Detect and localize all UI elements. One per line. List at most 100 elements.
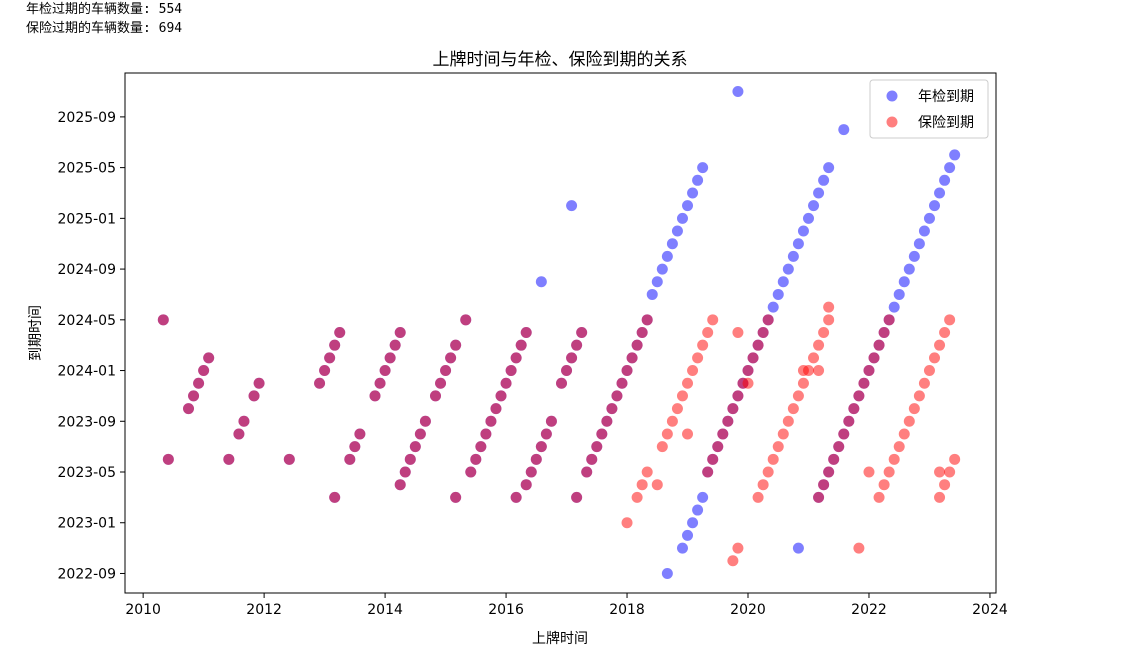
data-point [782,415,794,427]
data-point [480,428,492,440]
data-point [903,415,915,427]
data-point [676,212,688,224]
data-point [460,314,472,326]
data-point [641,314,653,326]
data-point [752,339,764,351]
data-point [631,491,643,503]
data-point [556,377,568,389]
data-point [808,352,820,364]
data-point [767,301,779,313]
data-point [682,428,694,440]
data-point [253,377,265,389]
legend-marker-insurance [886,116,898,128]
data-point [939,479,951,491]
data-point [848,403,860,415]
data-point [495,390,507,402]
data-point [419,415,431,427]
y-axis: 2022-09 2023-01 2023-05 2023-09 2024-01 2024-… [58,110,125,582]
data-point [893,441,905,453]
data-point [913,390,925,402]
data-point [732,86,744,98]
legend-marker-inspection [886,90,898,102]
data-point [621,365,633,377]
data-point [223,453,235,465]
data-point [823,466,835,478]
y-tick-label: 2023-01 [58,516,117,532]
data-point [757,479,769,491]
data-point [697,162,709,174]
data-point [314,377,326,389]
data-point [329,339,341,351]
x-axis-label: 上牌时间 [532,630,588,647]
data-point [515,339,527,351]
y-tick-label: 2024-01 [58,364,117,380]
data-point [445,352,457,364]
data-point [682,377,694,389]
data-point [747,352,759,364]
data-point [853,390,865,402]
data-point [193,377,205,389]
data-point [656,263,668,275]
data-point [712,441,724,453]
data-point [717,428,729,440]
data-point [818,479,830,491]
data-point [732,542,744,554]
y-tick-label: 2024-05 [58,313,117,329]
data-point [374,377,386,389]
data-point [450,339,462,351]
data-point [157,314,169,326]
y-axis-label: 到期时间 [28,305,44,361]
plot-points [157,86,961,579]
data-point [586,453,598,465]
x-tick-label: 2012 [246,602,282,618]
y-tick-label: 2025-01 [58,211,117,227]
y-tick-label: 2025-09 [58,110,117,126]
legend: 年检到期 保险到期 [869,79,989,139]
data-point [944,466,956,478]
data-point [475,441,487,453]
legend-box [869,79,989,139]
chart-title: 上牌时间与年检、保险到期的关系 [433,50,688,70]
data-point [898,276,910,288]
data-point [485,415,497,427]
data-point [576,326,588,338]
data-point [934,339,946,351]
data-point [813,187,825,199]
data-point [828,453,840,465]
data-point [440,365,452,377]
data-point [666,415,678,427]
data-point [671,225,683,237]
data-point [329,491,341,503]
data-point [324,352,336,364]
data-point [787,403,799,415]
data-point [697,491,709,503]
console-line-inspection: 年检过期的车辆数量: 554 [26,2,183,17]
data-point [596,428,608,440]
data-point [863,365,875,377]
data-point [646,288,658,300]
data-point [722,415,734,427]
console-output: 年检过期的车辆数量: 554 保险过期的车辆数量: 694 [26,0,182,38]
data-point [435,377,447,389]
data-point [465,466,477,478]
y-tick-label: 2024-09 [58,262,117,278]
data-point [606,403,618,415]
data-point [389,339,401,351]
data-point [797,377,809,389]
data-point [813,491,825,503]
data-point [571,491,583,503]
data-point [450,491,462,503]
data-point [354,428,366,440]
data-point [883,314,895,326]
data-point [661,567,673,579]
data-point [687,365,699,377]
data-point [394,479,406,491]
data-point [682,200,694,212]
data-point [833,441,845,453]
data-point [692,504,704,516]
data-point [898,428,910,440]
data-point [939,174,951,186]
data-point [918,377,930,389]
data-point [944,162,956,174]
data-point [888,301,900,313]
